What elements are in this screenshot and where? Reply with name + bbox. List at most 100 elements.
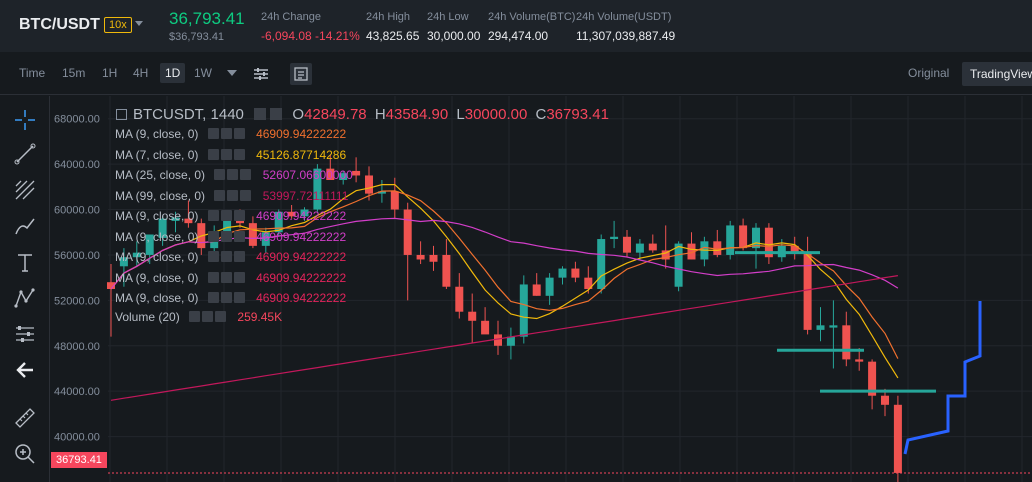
candle-body xyxy=(416,254,425,260)
eye-icon[interactable] xyxy=(207,251,219,262)
candle-body xyxy=(532,284,541,296)
eye-icon[interactable] xyxy=(214,189,226,201)
close-icon[interactable] xyxy=(233,230,245,242)
ruler-icon[interactable] xyxy=(13,406,37,430)
candle-body xyxy=(803,252,812,330)
stat-value: 43,825.65 xyxy=(366,29,420,43)
candle-body xyxy=(674,243,683,287)
settings-icon[interactable] xyxy=(220,128,232,139)
interval-15m[interactable]: 15m xyxy=(62,66,86,80)
leverage-badge[interactable]: 10x xyxy=(104,17,132,33)
view-tradingview[interactable]: TradingView xyxy=(962,62,1032,86)
indicator-value: 46909.94222222 xyxy=(256,291,347,305)
candle-body xyxy=(300,209,309,217)
close-icon[interactable] xyxy=(240,169,252,180)
interval-4h[interactable]: 4H xyxy=(133,66,149,80)
settings-icon[interactable] xyxy=(220,230,232,242)
candle-body xyxy=(868,361,877,396)
candle-body xyxy=(481,320,490,335)
fib-channel-icon[interactable] xyxy=(13,178,37,202)
y-axis-label: 44000.00 xyxy=(54,386,100,398)
indicator-value: 45126.87714286 xyxy=(256,147,347,162)
chart-list-icon[interactable] xyxy=(290,63,312,85)
close-icon[interactable] xyxy=(233,271,245,283)
zoom-in-icon[interactable] xyxy=(13,442,37,466)
brush-icon[interactable] xyxy=(13,214,37,238)
eye-icon[interactable] xyxy=(207,271,219,283)
pattern-icon[interactable] xyxy=(13,286,37,310)
high-label: H xyxy=(374,106,386,123)
text-icon[interactable] xyxy=(13,250,37,274)
close-label: C xyxy=(535,106,547,123)
candle-body xyxy=(610,236,619,240)
eye-icon[interactable] xyxy=(254,108,267,120)
candle-body xyxy=(635,243,644,253)
crosshair-icon[interactable] xyxy=(13,108,37,132)
indicator-legend-row: MA (9, close, 0) 46909.94222222 xyxy=(115,291,346,305)
more-intervals-icon[interactable] xyxy=(227,70,237,76)
close-icon[interactable] xyxy=(233,210,245,221)
indicator-value: 46909.94222222 xyxy=(256,229,347,244)
settings-icon[interactable] xyxy=(227,169,239,180)
pair-name[interactable]: BTC/USDT xyxy=(19,16,100,33)
volume-legend-row: Volume (20) 259.45K xyxy=(115,310,282,324)
candle-body xyxy=(339,173,348,181)
indicator-name: MA (9, close, 0) xyxy=(115,229,199,244)
indicator-settings-icon[interactable] xyxy=(250,63,272,85)
close-icon[interactable] xyxy=(240,189,252,201)
indicator-name: MA (9, close, 0) xyxy=(115,250,199,264)
settings-icon[interactable] xyxy=(220,271,232,283)
close-icon[interactable] xyxy=(233,292,245,303)
interval-1d[interactable]: 1D xyxy=(160,63,186,83)
low-label: L xyxy=(456,106,465,123)
eye-icon[interactable] xyxy=(207,128,219,139)
y-axis-label: 60000.00 xyxy=(54,205,100,217)
chart-area[interactable]: 68000.00 64000.00 60000.00 56000.00 52000.00… xyxy=(50,96,1032,482)
settings-icon[interactable] xyxy=(202,311,214,322)
stat-value: -6,094.08 -14.21% xyxy=(261,29,360,43)
candle-body xyxy=(661,250,670,260)
back-arrow-icon[interactable] xyxy=(13,358,37,382)
close-icon[interactable] xyxy=(233,251,245,262)
settings-icon[interactable] xyxy=(220,210,232,221)
candle-body xyxy=(184,218,193,224)
candle-body xyxy=(842,325,851,360)
candle-body xyxy=(158,218,167,238)
eye-icon[interactable] xyxy=(189,311,201,322)
pair-dropdown-icon[interactable] xyxy=(135,21,143,26)
indicator-name: MA (25, close, 0) xyxy=(115,168,206,182)
eye-icon[interactable] xyxy=(207,292,219,303)
indicator-value: 53997.72111111 xyxy=(262,188,349,203)
stat-label: 24h Change xyxy=(261,11,321,23)
close-icon[interactable] xyxy=(233,128,245,139)
eye-icon[interactable] xyxy=(207,230,219,242)
close-icon[interactable] xyxy=(233,148,245,160)
interval-time[interactable]: Time xyxy=(19,66,46,80)
indicator-legend-row: MA (99, close, 0) 53997.72111111 xyxy=(115,189,348,203)
view-original[interactable]: Original xyxy=(908,66,950,80)
indicator-value: 46909.94222222 xyxy=(256,127,347,141)
eye-icon[interactable] xyxy=(214,169,226,180)
settings-icon[interactable] xyxy=(220,292,232,303)
trend-line-icon[interactable] xyxy=(13,142,37,166)
y-axis-label: 40000.00 xyxy=(54,432,100,444)
settings-icon[interactable] xyxy=(220,251,232,262)
eye-icon[interactable] xyxy=(207,148,219,160)
forecast-icon[interactable] xyxy=(13,322,37,346)
collapse-legend-icon[interactable] xyxy=(116,109,127,120)
candle-body xyxy=(881,395,889,405)
candle-body xyxy=(494,334,502,346)
candle-body xyxy=(274,211,283,233)
settings-icon[interactable] xyxy=(227,189,239,201)
price-chart[interactable]: 68000.00 64000.00 60000.00 56000.00 52000.00… xyxy=(50,96,1032,482)
eye-icon[interactable] xyxy=(207,210,219,221)
volume-name: Volume (20) xyxy=(115,310,180,324)
candle-body xyxy=(119,257,128,267)
settings-icon[interactable] xyxy=(270,108,283,120)
close-icon[interactable] xyxy=(215,311,227,322)
settings-icon[interactable] xyxy=(220,148,232,160)
y-axis-label: 68000.00 xyxy=(54,114,100,126)
candle-body xyxy=(558,268,567,278)
interval-1h[interactable]: 1H xyxy=(102,66,118,80)
interval-1w[interactable]: 1W xyxy=(194,66,212,80)
